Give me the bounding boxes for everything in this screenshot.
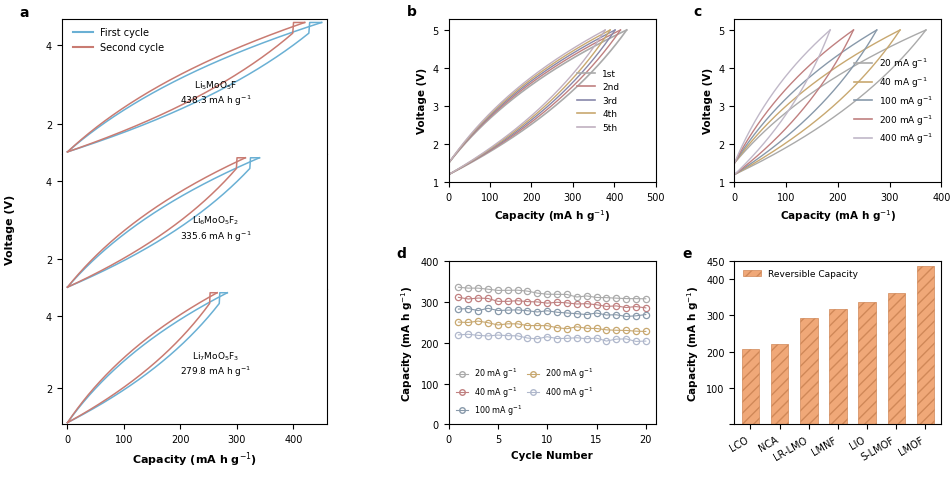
Y-axis label: Voltage (V): Voltage (V) xyxy=(703,68,713,134)
Bar xyxy=(771,345,788,425)
Legend: 1st, 2nd, 3rd, 4th, 5th: 1st, 2nd, 3rd, 4th, 5th xyxy=(573,66,623,136)
Legend: Reversible Capacity: Reversible Capacity xyxy=(739,266,862,282)
Legend: First cycle, Second cycle: First cycle, Second cycle xyxy=(69,24,168,57)
Legend: 20 mA g$^{-1}$, 40 mA g$^{-1}$, 100 mA g$^{-1}$, 200 mA g$^{-1}$, 400 mA g$^{-1}: 20 mA g$^{-1}$, 40 mA g$^{-1}$, 100 mA g… xyxy=(453,363,597,421)
Text: b: b xyxy=(407,5,417,19)
X-axis label: Capacity (mA h g$^{-1}$): Capacity (mA h g$^{-1}$) xyxy=(494,208,611,224)
Text: c: c xyxy=(693,5,701,19)
Text: Li$_7$MoO$_5$F$_3$
279.8 mA h g$^{-1}$: Li$_7$MoO$_5$F$_3$ 279.8 mA h g$^{-1}$ xyxy=(180,349,251,378)
Legend: 20 mA g$^{-1}$, 40 mA g$^{-1}$, 100 mA g$^{-1}$, 200 mA g$^{-1}$, 400 mA g$^{-1}: 20 mA g$^{-1}$, 40 mA g$^{-1}$, 100 mA g… xyxy=(850,53,937,150)
Bar xyxy=(742,349,759,425)
X-axis label: Capacity (mA h g$^{-1}$): Capacity (mA h g$^{-1}$) xyxy=(132,450,257,468)
Y-axis label: Capacity (mA h g$^{-1}$): Capacity (mA h g$^{-1}$) xyxy=(685,285,701,401)
X-axis label: Cycle Number: Cycle Number xyxy=(512,450,593,460)
Text: d: d xyxy=(397,247,407,261)
Bar xyxy=(859,302,876,425)
Text: e: e xyxy=(683,247,692,261)
Text: Li$_6$MoO$_5$F$_2$
335.6 mA h g$^{-1}$: Li$_6$MoO$_5$F$_2$ 335.6 mA h g$^{-1}$ xyxy=(180,214,251,243)
Bar xyxy=(887,293,905,425)
Text: a: a xyxy=(19,6,29,20)
Bar xyxy=(917,266,934,425)
Text: Li$_5$MoO$_5$F
438.3 mA h g$^{-1}$: Li$_5$MoO$_5$F 438.3 mA h g$^{-1}$ xyxy=(180,80,251,108)
Y-axis label: Voltage (V): Voltage (V) xyxy=(417,68,427,134)
Bar xyxy=(800,319,818,425)
Y-axis label: Capacity (mA h g$^{-1}$): Capacity (mA h g$^{-1}$) xyxy=(399,285,415,401)
Bar xyxy=(829,309,846,425)
X-axis label: Capacity (mA h g$^{-1}$): Capacity (mA h g$^{-1}$) xyxy=(780,208,896,224)
Text: Voltage (V): Voltage (V) xyxy=(5,194,15,264)
